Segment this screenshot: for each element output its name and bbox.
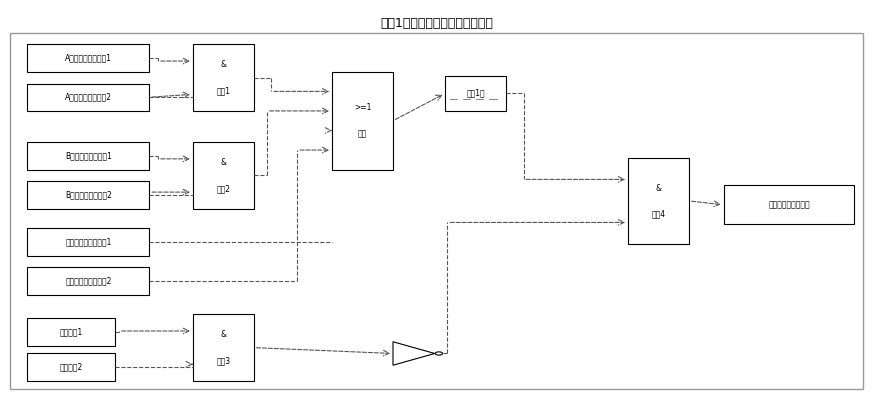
FancyBboxPatch shape <box>27 318 114 346</box>
FancyBboxPatch shape <box>27 84 149 111</box>
Text: 停堆信号1: 停堆信号1 <box>59 327 83 336</box>
FancyBboxPatch shape <box>445 76 506 111</box>
FancyBboxPatch shape <box>193 142 254 209</box>
Text: B组汽轮机停机信号2: B组汽轮机停机信号2 <box>65 191 112 199</box>
FancyBboxPatch shape <box>27 268 149 295</box>
Text: 单元1：除氧器保压模式判断单元: 单元1：除氧器保压模式判断单元 <box>380 17 493 30</box>
Text: &: & <box>220 158 226 167</box>
FancyBboxPatch shape <box>193 314 254 381</box>
Text: 延时1秒: 延时1秒 <box>466 89 485 98</box>
Text: A组汽轮机停机信号2: A组汽轮机停机信号2 <box>65 93 112 102</box>
FancyBboxPatch shape <box>27 228 149 256</box>
FancyBboxPatch shape <box>332 72 393 169</box>
FancyBboxPatch shape <box>27 353 114 381</box>
FancyBboxPatch shape <box>27 181 149 209</box>
FancyBboxPatch shape <box>724 185 854 225</box>
Text: 与门2: 与门2 <box>217 184 230 193</box>
Text: >=1: >=1 <box>354 103 371 112</box>
FancyBboxPatch shape <box>628 158 689 244</box>
FancyBboxPatch shape <box>27 45 149 72</box>
Text: &: & <box>220 330 226 339</box>
FancyBboxPatch shape <box>27 142 149 169</box>
Text: 与门3: 与门3 <box>217 356 230 365</box>
Text: A组汽轮机停机信号1: A组汽轮机停机信号1 <box>65 54 112 63</box>
FancyBboxPatch shape <box>193 45 254 111</box>
Text: &: & <box>220 60 226 69</box>
Text: 停堆信号2: 停堆信号2 <box>59 363 83 372</box>
Text: 除氧器保压模式信号: 除氧器保压模式信号 <box>768 200 810 209</box>
Text: &: & <box>656 184 662 193</box>
Text: B组汽轮机停机信号1: B组汽轮机停机信号1 <box>65 151 112 160</box>
Text: 汽轮机孤岛运行信号2: 汽轮机孤岛运行信号2 <box>65 277 112 286</box>
Text: 汽轮机孤岛运行信号1: 汽轮机孤岛运行信号1 <box>65 238 112 247</box>
Text: 或门: 或门 <box>358 129 368 138</box>
Text: 与门1: 与门1 <box>217 86 230 95</box>
Text: 与门4: 与门4 <box>651 209 665 218</box>
